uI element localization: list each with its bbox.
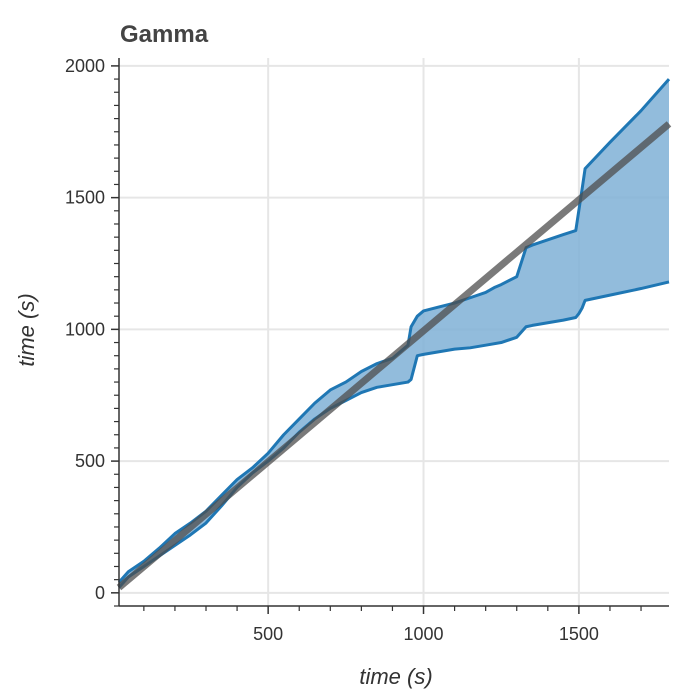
y-axis-title: time (s) <box>14 293 39 366</box>
grid-lines <box>119 58 669 606</box>
x-axis-title: time (s) <box>359 664 432 689</box>
y-tick-label: 2000 <box>65 56 105 76</box>
plot-area <box>116 78 672 591</box>
series-upper-line <box>117 78 671 584</box>
confidence-band <box>119 79 669 588</box>
x-tick-label: 1000 <box>403 624 443 644</box>
axes <box>118 58 669 607</box>
x-tick-label: 500 <box>253 624 283 644</box>
y-tick-label: 1500 <box>65 188 105 208</box>
reference-line <box>116 121 672 591</box>
y-tick-label: 500 <box>75 451 105 471</box>
series-lower-line <box>117 280 670 589</box>
x-tick-label: 1500 <box>559 624 599 644</box>
y-tick-label: 0 <box>95 583 105 603</box>
ticks: 500 1000 1500 0 500 1000 1500 2000 <box>65 56 642 644</box>
y-tick-label: 1000 <box>65 319 105 339</box>
chart-title: Gamma <box>120 21 209 48</box>
